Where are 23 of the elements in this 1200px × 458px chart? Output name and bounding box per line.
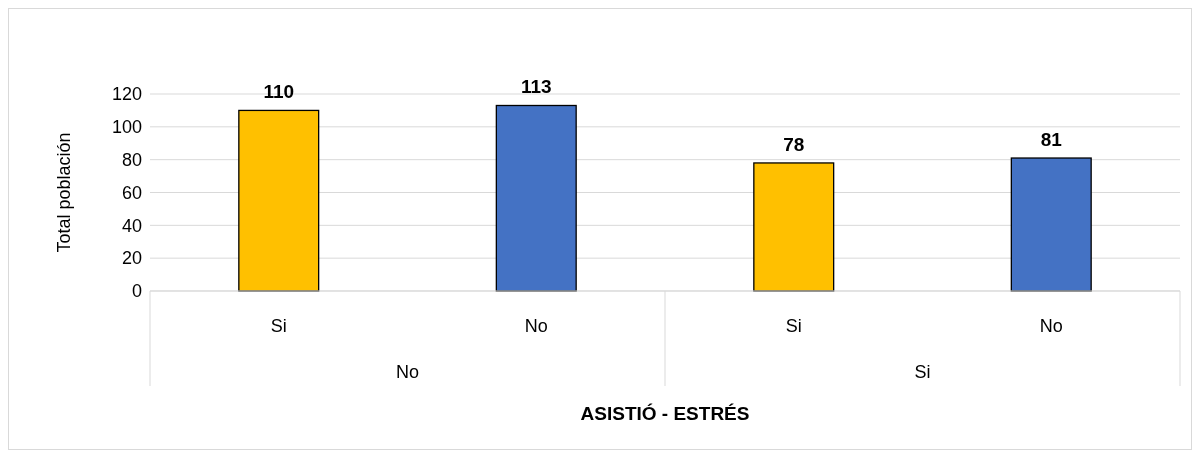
bar [1010,157,1092,292]
x-tick-label: No [1039,316,1063,336]
data-label: 110 [263,81,295,103]
bar [753,162,835,292]
bar [238,109,320,292]
y-tick-label: 120 [111,84,142,105]
data-label: 113 [520,76,552,98]
x-axis-title: ASISTIÓ - ESTRÉS [580,403,750,424]
x-tick-label: No [524,316,548,336]
y-tick-label: 80 [121,149,142,170]
x-tick-label: Si [270,316,287,336]
y-tick-label: 20 [121,248,142,269]
text: Si [914,362,931,382]
data-label: 81 [1040,129,1063,151]
bar [495,104,577,292]
y-axis-title: Total población [54,132,74,253]
y-tick-label: 40 [121,215,142,236]
x-tick-label: Si [785,316,802,336]
y-tick-label: 60 [121,182,142,203]
text: No [395,362,420,382]
y-tick-label: 100 [111,117,142,138]
data-label: 78 [783,133,805,155]
y-tick-label: 0 [131,281,142,302]
